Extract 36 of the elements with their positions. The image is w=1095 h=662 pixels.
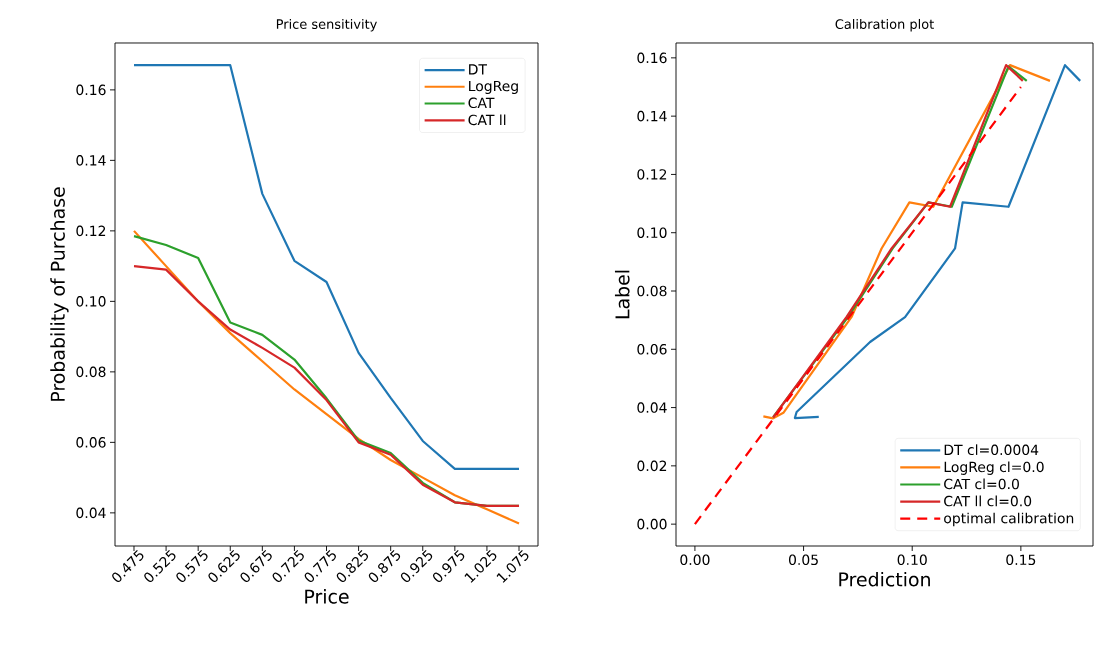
y-tick-label: 0.16 xyxy=(76,84,106,96)
legend-label: LogReg xyxy=(469,80,518,94)
legend-label: CAT ll xyxy=(468,114,506,126)
x-axis-title: Prediction xyxy=(839,571,930,587)
y-tick-label: 0.12 xyxy=(637,169,667,180)
y-tick-label: 0.06 xyxy=(76,437,106,448)
x-tick-label: 0.00 xyxy=(680,554,710,566)
y-tick-label: 0.08 xyxy=(76,366,106,378)
chart-title: Calibration plot xyxy=(835,18,934,32)
y-tick-label: 0.14 xyxy=(76,155,106,166)
legend-label: DT cl=0.0004 xyxy=(944,444,1039,456)
x-tick-label: 0.10 xyxy=(897,554,927,566)
y-tick-label: 0.06 xyxy=(637,344,667,355)
legend-label: CAT cl=0.0 xyxy=(944,478,1019,490)
y-tick-label: 0.08 xyxy=(637,285,667,297)
line-series xyxy=(793,64,1082,420)
x-tick-label: 0.05 xyxy=(788,554,818,566)
legend-label: CAT ll cl=0.0 xyxy=(944,495,1032,507)
y-tick-label: 0.00 xyxy=(637,518,667,530)
legend-label: LogReg cl=0.0 xyxy=(944,461,1044,475)
y-axis-title: Probability of Purchase xyxy=(50,187,69,401)
y-tick-label: 0.04 xyxy=(637,402,667,413)
y-tick-label: 0.10 xyxy=(76,296,106,307)
x-axis-title: Price xyxy=(305,589,349,604)
y-tick-label: 0.14 xyxy=(637,110,667,122)
y-tick-label: 0.02 xyxy=(637,460,667,472)
y-axis-title: Label xyxy=(614,270,630,319)
legend-label: CAT xyxy=(468,97,495,109)
y-tick-label: 0.10 xyxy=(637,227,667,238)
chart-title: Price sensitivity xyxy=(276,18,377,32)
legend-label: optimal calibration xyxy=(944,512,1074,527)
legend-label: DT xyxy=(469,64,488,75)
x-tick-label: 0.15 xyxy=(1006,554,1036,566)
y-tick-label: 0.16 xyxy=(637,52,667,64)
y-tick-label: 0.04 xyxy=(76,507,106,519)
y-tick-label: 0.12 xyxy=(76,225,106,237)
